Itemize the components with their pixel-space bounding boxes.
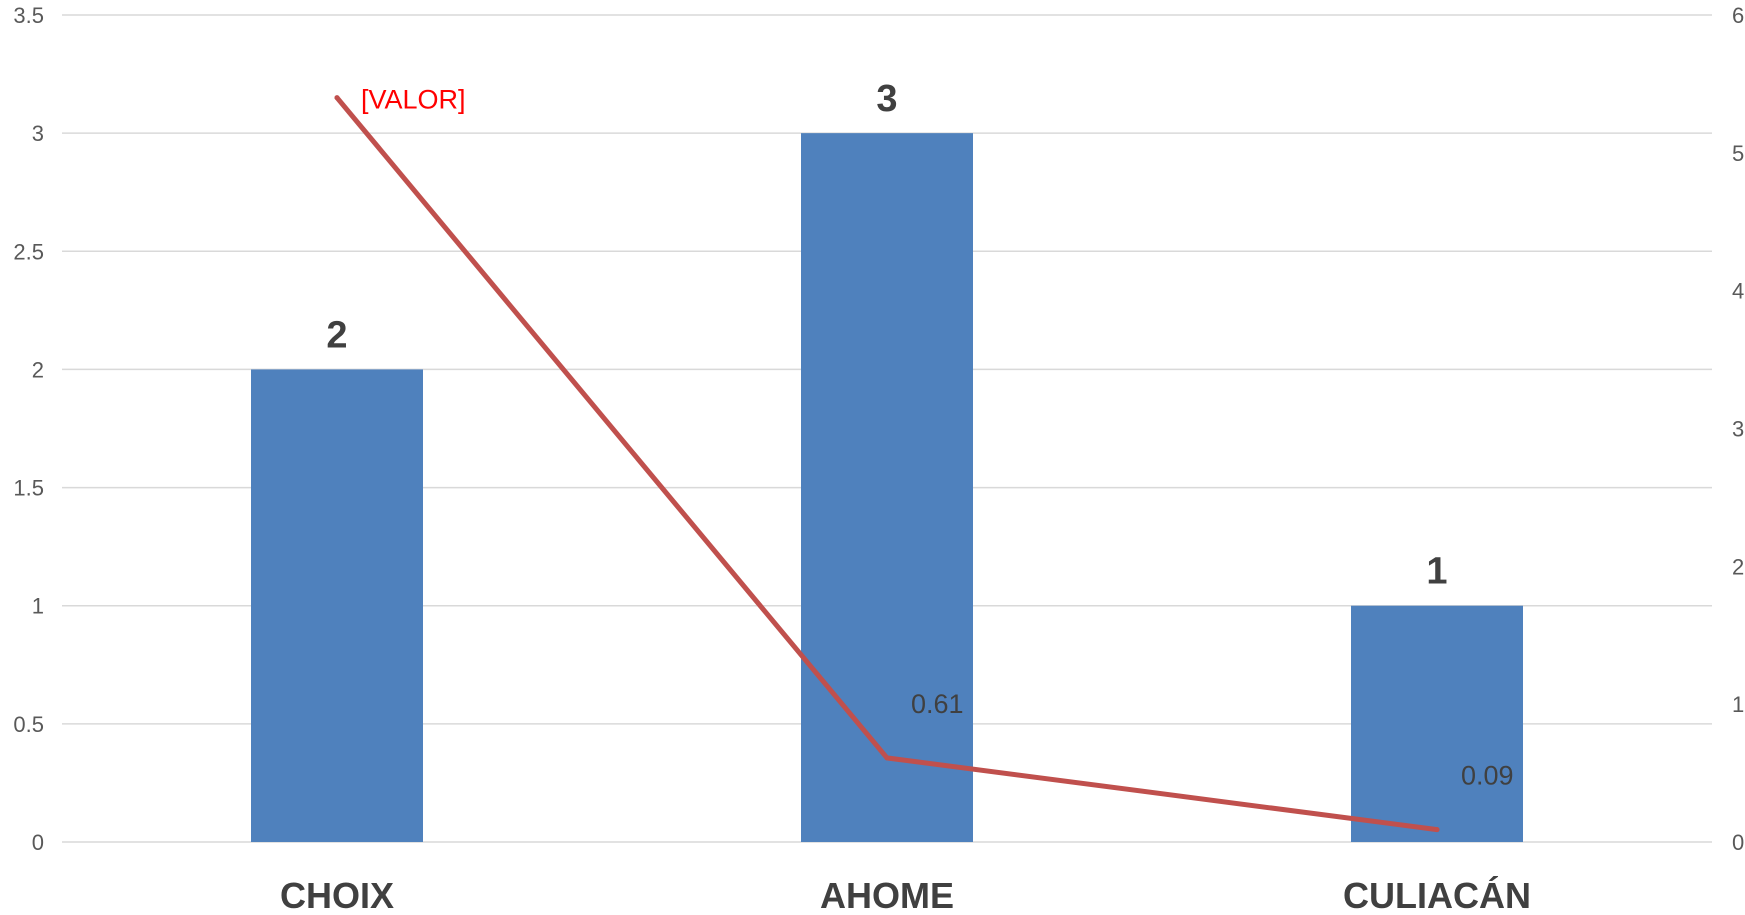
left-tick-label: 0.5 [13,712,44,737]
left-axis-ticks: 0 0.5 1 1.5 2 2.5 3 3.5 [13,3,44,855]
category-labels: CHOIX AHOME CULIACÁN [280,875,1531,915]
bar [251,369,423,842]
left-tick-label: 2.5 [13,239,44,264]
right-tick-label: 1 [1732,692,1744,717]
category-label: CULIACÁN [1343,875,1531,915]
right-tick-label: 3 [1732,417,1744,442]
category-label: AHOME [820,875,954,915]
left-tick-label: 0 [32,830,44,855]
bar [1351,605,1523,842]
right-tick-label: 5 [1732,141,1744,166]
category-label: CHOIX [280,875,394,915]
left-tick-label: 3.5 [13,3,44,28]
line-data-label: 0.61 [911,689,964,719]
line-point [1434,827,1440,833]
bar [801,133,973,843]
left-tick-label: 1 [32,594,44,619]
line-data-labels: [VALOR] 0.61 0.09 [361,85,1514,791]
left-tick-label: 3 [32,121,44,146]
bar-series [251,133,1523,843]
right-tick-label: 4 [1732,279,1744,304]
right-tick-label: 0 [1732,830,1744,855]
line-data-label: 0.09 [1461,761,1514,791]
left-tick-label: 2 [32,357,44,382]
right-tick-label: 2 [1732,554,1744,579]
left-tick-label: 1.5 [13,476,44,501]
bar-data-label: 3 [876,78,897,120]
line-point [884,755,890,761]
right-axis-ticks: 0 1 2 3 4 5 6 [1732,3,1744,855]
right-tick-label: 6 [1732,3,1744,28]
bar-data-labels: 2 3 1 [326,78,1447,593]
line-data-label: [VALOR] [361,85,466,115]
bar-data-label: 2 [326,314,347,356]
line-series [334,95,1440,833]
line-point [334,95,340,101]
bar-data-label: 1 [1426,551,1447,593]
